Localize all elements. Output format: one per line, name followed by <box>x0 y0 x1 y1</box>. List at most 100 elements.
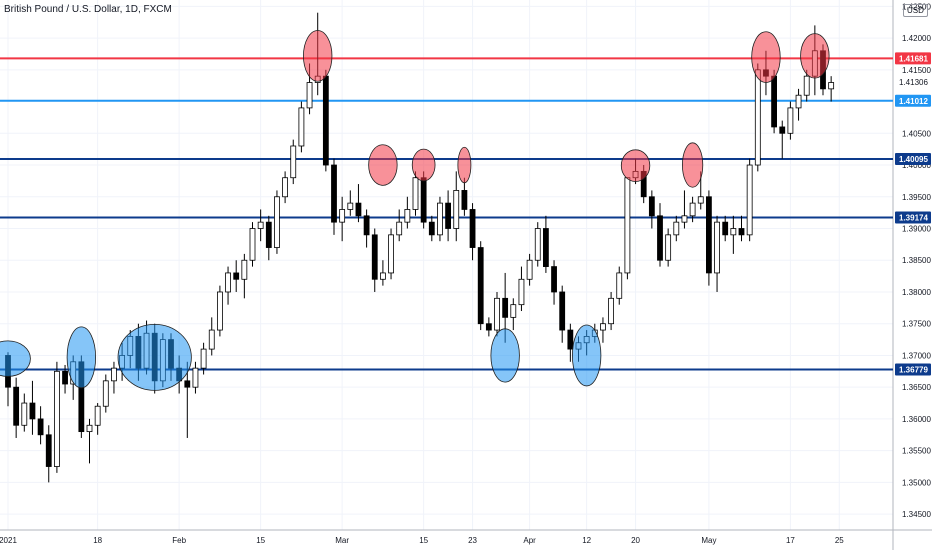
candle-body-up[interactable] <box>111 367 117 382</box>
candle-body-down[interactable] <box>722 221 729 236</box>
candle-body-up[interactable] <box>274 196 280 248</box>
candle-body-up[interactable] <box>616 272 623 299</box>
candle-body-up[interactable] <box>192 367 199 388</box>
candle-body-up[interactable] <box>282 177 289 198</box>
candle-body-up[interactable] <box>290 145 297 179</box>
candle-body-up[interactable] <box>681 215 688 223</box>
candle-body-down[interactable] <box>265 221 272 248</box>
support-highlight-ellipse[interactable] <box>0 340 31 377</box>
candle-body-up[interactable] <box>795 94 802 109</box>
candle-body-down[interactable] <box>567 329 574 350</box>
candle-body-up[interactable] <box>624 177 631 274</box>
candle-body-down[interactable] <box>543 228 549 267</box>
candle-body-up[interactable] <box>510 304 517 318</box>
candle-body-up[interactable] <box>225 272 231 293</box>
candle-body-up[interactable] <box>404 209 411 223</box>
candle-body-up[interactable] <box>534 228 541 261</box>
candle-body-up[interactable] <box>526 259 533 280</box>
x-tick-label: 15 <box>256 536 265 545</box>
candle-body-up[interactable] <box>697 196 704 204</box>
candle-body-down[interactable] <box>551 266 557 293</box>
resistance-highlight-ellipse[interactable] <box>303 30 333 82</box>
candle-body-up[interactable] <box>787 107 794 134</box>
candle-body-up[interactable] <box>102 380 109 407</box>
candle-body-up[interactable] <box>379 272 386 280</box>
candle-body-down[interactable] <box>445 202 452 229</box>
candle-body-down[interactable] <box>657 215 663 261</box>
candle-body-up[interactable] <box>453 190 460 229</box>
candle-body-down[interactable] <box>322 75 329 166</box>
candle-body-down[interactable] <box>184 380 191 388</box>
candle-body-up[interactable] <box>200 348 207 369</box>
candle-body-up[interactable] <box>494 297 500 331</box>
candle-body-up[interactable] <box>257 221 264 229</box>
candle-body-down[interactable] <box>371 234 378 280</box>
candle-body-down[interactable] <box>331 164 337 223</box>
candle-body-up[interactable] <box>306 82 313 109</box>
candle-body-down[interactable] <box>559 291 566 331</box>
chart-title[interactable]: British Pound / U.S. Dollar, 1D, FXCM <box>4 4 172 15</box>
candle-body-up[interactable] <box>54 370 60 467</box>
candle-body-up[interactable] <box>714 221 720 274</box>
candle-body-up[interactable] <box>518 278 525 306</box>
candle-body-up[interactable] <box>437 202 443 236</box>
resistance-highlight-ellipse[interactable] <box>682 142 704 188</box>
resistance-highlight-ellipse[interactable] <box>751 31 781 83</box>
support-highlight-ellipse[interactable] <box>117 323 192 391</box>
candle-body-up[interactable] <box>216 291 223 331</box>
support-highlight-ellipse[interactable] <box>490 328 520 383</box>
x-tick-label: 2021 <box>0 536 17 545</box>
candle-body-up[interactable] <box>249 228 256 261</box>
currency-badge[interactable]: USD <box>903 4 928 17</box>
candle-body-down[interactable] <box>420 177 427 223</box>
resistance-highlight-ellipse[interactable] <box>457 146 472 184</box>
candle-body-down[interactable] <box>45 434 52 467</box>
candle-body-down[interactable] <box>771 75 777 128</box>
candle-body-down[interactable] <box>485 323 492 331</box>
candle-body-down[interactable] <box>779 126 786 134</box>
candle-body-up[interactable] <box>86 424 93 433</box>
resistance-highlight-ellipse[interactable] <box>411 148 436 182</box>
candle-body-down[interactable] <box>62 370 68 385</box>
candle-body-down[interactable] <box>29 402 36 420</box>
candle-body-up[interactable] <box>412 177 419 210</box>
candle-body-up[interactable] <box>689 202 696 217</box>
candle-body-up[interactable] <box>600 323 606 331</box>
candle-body-down[interactable] <box>738 228 745 236</box>
candle-body-up[interactable] <box>298 107 305 147</box>
candle-body-down[interactable] <box>477 247 484 325</box>
candle-body-up[interactable] <box>673 221 680 236</box>
candle-body-down[interactable] <box>502 297 509 318</box>
candle-body-up[interactable] <box>208 329 215 350</box>
candle-body-up[interactable] <box>828 82 835 90</box>
candle-body-down[interactable] <box>13 386 20 426</box>
resistance-highlight-ellipse[interactable] <box>368 144 398 186</box>
candle-body-up[interactable] <box>665 234 672 261</box>
candle-body-up[interactable] <box>746 164 753 236</box>
support-highlight-ellipse[interactable] <box>571 324 602 387</box>
candle-body-down[interactable] <box>706 196 712 274</box>
resistance-highlight-ellipse[interactable] <box>800 33 830 79</box>
candle-body-down[interactable] <box>233 272 240 280</box>
candle-body-down[interactable] <box>37 418 44 436</box>
resistance-highlight-ellipse[interactable] <box>620 149 651 182</box>
candle-body-down[interactable] <box>461 190 468 210</box>
candle-body-up[interactable] <box>396 221 403 236</box>
candle-body-up[interactable] <box>803 75 810 96</box>
candle-body-up[interactable] <box>388 234 394 274</box>
candle-body-up[interactable] <box>347 202 354 210</box>
candle-body-up[interactable] <box>21 402 28 426</box>
candle-body-up[interactable] <box>241 259 248 280</box>
candle-body-up[interactable] <box>339 209 346 223</box>
candle-body-down[interactable] <box>363 215 370 236</box>
candle-body-up[interactable] <box>730 228 737 236</box>
candle-body-down[interactable] <box>428 221 435 236</box>
candle-body-down[interactable] <box>355 202 362 217</box>
candle-body-up[interactable] <box>94 405 101 426</box>
support-highlight-ellipse[interactable] <box>66 326 97 389</box>
candle-body-up[interactable] <box>608 297 614 325</box>
candle-body-down[interactable] <box>648 196 655 217</box>
candle-body-down[interactable] <box>469 209 476 248</box>
candle-body-up[interactable] <box>754 69 761 166</box>
